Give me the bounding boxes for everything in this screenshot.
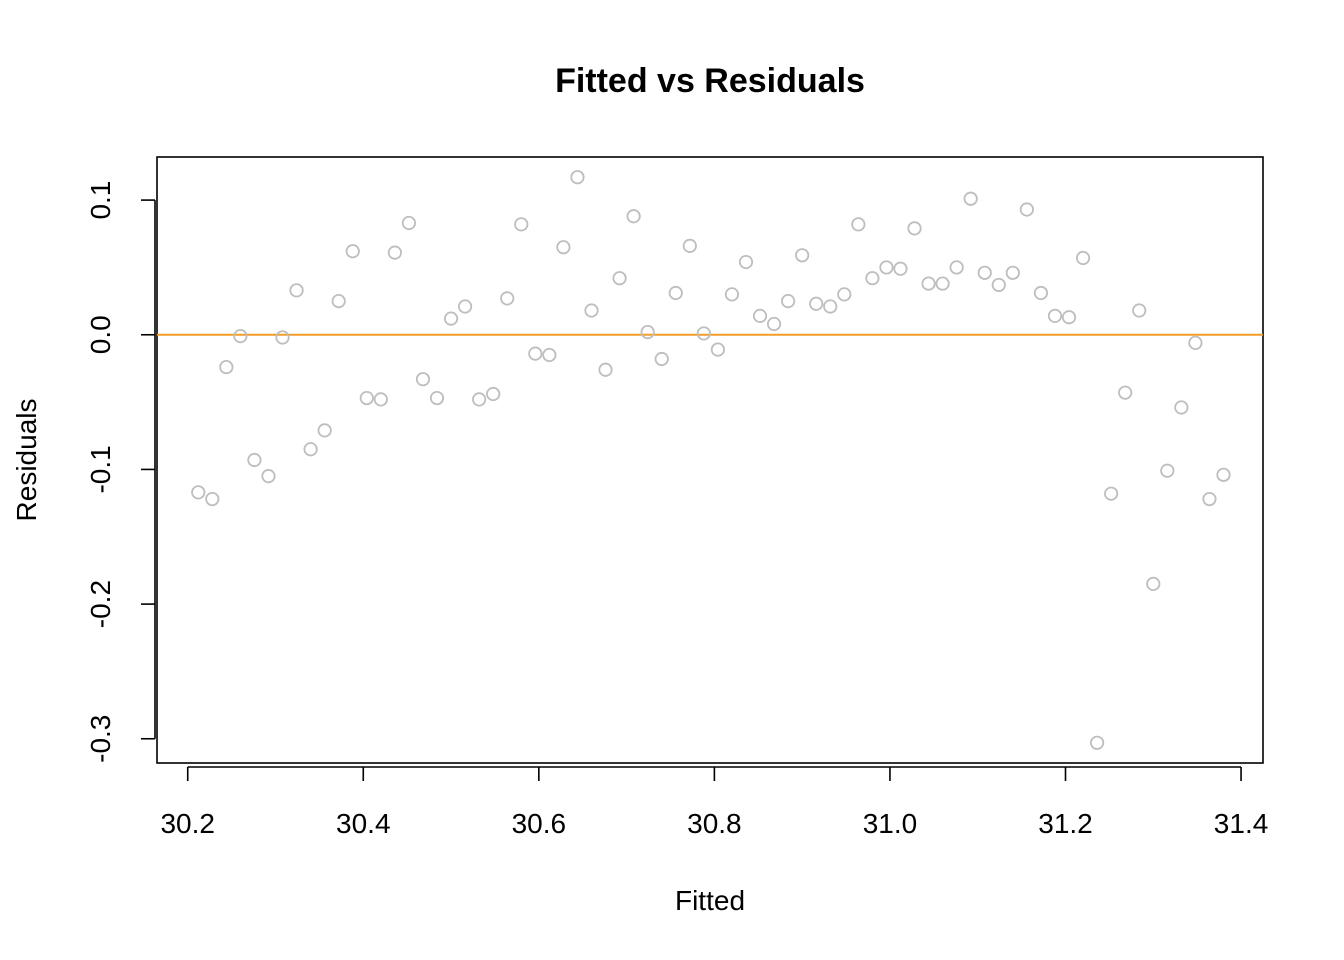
data-point bbox=[766, 316, 782, 332]
data-point bbox=[1216, 467, 1231, 482]
data-point bbox=[640, 324, 655, 340]
y-tick-label: 0.1 bbox=[85, 181, 116, 220]
data-point bbox=[809, 296, 824, 311]
data-point bbox=[795, 248, 810, 263]
data-point bbox=[556, 240, 571, 255]
x-tick-label: 30.8 bbox=[687, 808, 742, 839]
data-point bbox=[907, 221, 922, 236]
data-point bbox=[598, 362, 613, 377]
data-point bbox=[570, 170, 585, 185]
data-point bbox=[289, 283, 304, 298]
data-point bbox=[261, 469, 276, 484]
data-point bbox=[331, 293, 346, 309]
data-point bbox=[893, 261, 908, 276]
data-point bbox=[696, 326, 711, 341]
data-point bbox=[724, 287, 740, 302]
data-point bbox=[345, 244, 360, 259]
data-point bbox=[626, 209, 641, 224]
data-point bbox=[1174, 400, 1189, 415]
data-point bbox=[191, 485, 206, 500]
data-point bbox=[1188, 335, 1203, 350]
y-tick-label: 0.0 bbox=[85, 315, 116, 354]
data-point bbox=[977, 265, 992, 280]
data-point bbox=[682, 238, 697, 253]
x-tick-label: 30.4 bbox=[336, 808, 391, 839]
data-point bbox=[205, 491, 220, 507]
data-point bbox=[1075, 250, 1091, 266]
data-point bbox=[752, 308, 768, 324]
data-point bbox=[429, 390, 445, 406]
data-point bbox=[219, 359, 234, 375]
y-axis-label: Residuals bbox=[11, 399, 42, 522]
data-point bbox=[528, 346, 543, 361]
data-point bbox=[1104, 486, 1119, 501]
data-point bbox=[710, 342, 726, 357]
data-point bbox=[738, 254, 754, 270]
data-point bbox=[584, 303, 599, 318]
data-point bbox=[921, 276, 936, 291]
data-point bbox=[486, 386, 501, 402]
data-point bbox=[837, 287, 852, 302]
data-point bbox=[879, 260, 894, 275]
data-point bbox=[935, 276, 950, 291]
x-axis: 30.2 30.4 30.6 30.8 31.0 31.2 31.4 bbox=[160, 766, 1269, 839]
data-point bbox=[247, 452, 262, 468]
x-tick-label: 30.6 bbox=[512, 808, 567, 839]
data-point bbox=[1047, 308, 1063, 324]
data-point bbox=[317, 423, 332, 438]
chart-title: Fitted vs Residuals bbox=[555, 62, 865, 100]
x-tick-label: 31.4 bbox=[1214, 808, 1269, 839]
x-tick-label: 31.0 bbox=[863, 808, 918, 839]
x-tick-label: 31.2 bbox=[1038, 808, 1093, 839]
data-point bbox=[542, 347, 557, 363]
data-point bbox=[823, 299, 838, 314]
x-tick-label: 30.2 bbox=[160, 808, 215, 839]
data-point bbox=[1033, 285, 1049, 301]
data-point bbox=[1090, 735, 1105, 750]
data-point bbox=[457, 299, 473, 314]
data-point bbox=[1160, 463, 1175, 478]
data-point bbox=[1061, 310, 1077, 325]
data-point bbox=[472, 392, 487, 407]
data-point bbox=[1118, 385, 1133, 400]
data-point bbox=[781, 293, 796, 309]
data-point bbox=[373, 392, 388, 407]
y-tick-label: -0.2 bbox=[85, 580, 116, 628]
data-point bbox=[233, 329, 248, 344]
x-axis-label: Fitted bbox=[675, 885, 745, 916]
y-tick-label: -0.1 bbox=[85, 445, 116, 493]
data-point bbox=[991, 277, 1006, 293]
plot-area-frame bbox=[156, 156, 1264, 764]
data-point bbox=[415, 372, 431, 387]
data-point bbox=[949, 260, 964, 275]
data-point bbox=[963, 191, 978, 206]
data-point bbox=[500, 291, 515, 306]
data-point bbox=[865, 271, 880, 286]
data-point bbox=[851, 217, 866, 232]
data-point bbox=[303, 442, 318, 457]
data-point bbox=[612, 271, 627, 286]
data-point bbox=[359, 390, 374, 406]
data-point bbox=[1132, 303, 1147, 318]
data-point bbox=[668, 285, 683, 301]
data-point bbox=[401, 215, 417, 231]
data-point bbox=[654, 351, 669, 367]
data-point bbox=[387, 245, 402, 260]
data-point bbox=[1202, 491, 1217, 507]
data-point bbox=[1005, 265, 1020, 280]
data-point bbox=[275, 330, 290, 345]
data-point bbox=[443, 311, 459, 326]
scatter-points bbox=[191, 170, 1231, 750]
data-point bbox=[514, 217, 529, 232]
y-tick-label: -0.3 bbox=[85, 715, 116, 763]
data-point bbox=[1019, 202, 1034, 217]
data-point bbox=[1146, 576, 1161, 591]
y-axis: 0.1 0.0 -0.1 -0.2 -0.3 bbox=[85, 181, 156, 763]
